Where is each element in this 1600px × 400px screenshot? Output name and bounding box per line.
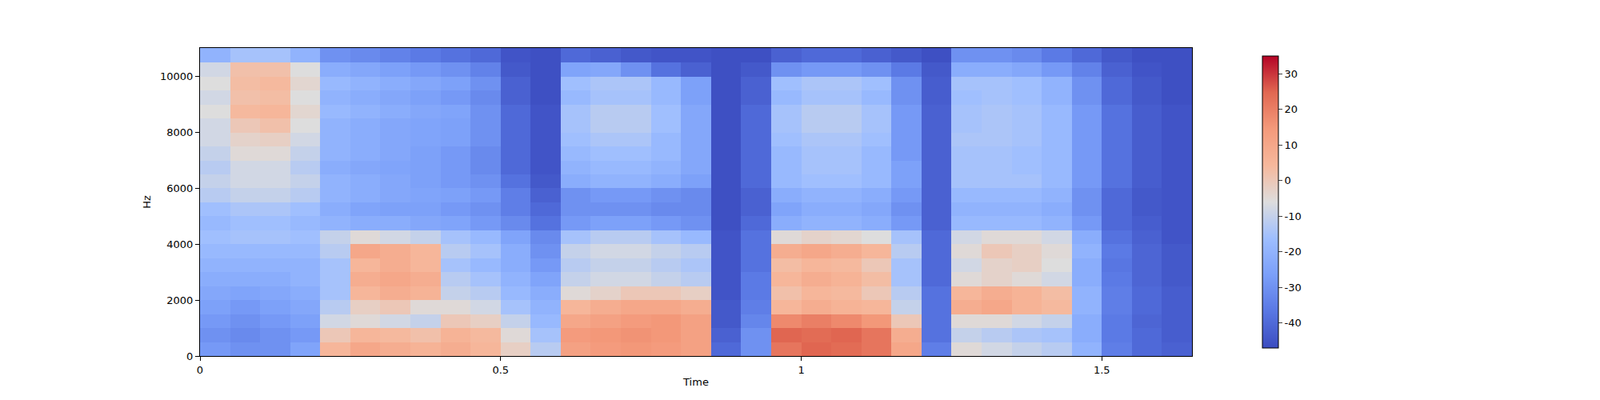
- svg-text:4000: 4000: [166, 238, 193, 251]
- svg-text:10000: 10000: [160, 70, 193, 83]
- svg-text:-10: -10: [1284, 210, 1302, 223]
- svg-text:0: 0: [1284, 174, 1292, 187]
- svg-text:-20: -20: [1284, 245, 1302, 258]
- svg-text:1: 1: [797, 364, 804, 376]
- svg-text:2000: 2000: [166, 294, 193, 307]
- svg-text:Hz: Hz: [140, 195, 153, 209]
- svg-text:0: 0: [196, 364, 204, 376]
- svg-text:1.5: 1.5: [1093, 364, 1111, 376]
- svg-text:6000: 6000: [166, 182, 193, 195]
- svg-text:0.5: 0.5: [492, 364, 509, 376]
- svg-text:20: 20: [1284, 103, 1299, 116]
- svg-text:-30: -30: [1284, 281, 1302, 294]
- svg-text:-40: -40: [1284, 316, 1302, 329]
- svg-text:Time: Time: [682, 376, 709, 388]
- svg-text:8000: 8000: [166, 126, 193, 139]
- svg-text:0: 0: [186, 350, 193, 363]
- svg-text:10: 10: [1284, 139, 1299, 152]
- svg-text:30: 30: [1284, 68, 1299, 80]
